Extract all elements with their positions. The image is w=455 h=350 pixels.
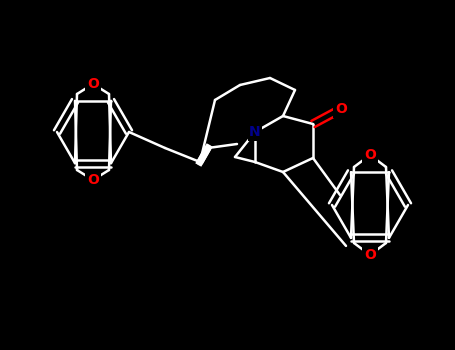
Text: O: O [364, 248, 376, 262]
Text: O: O [87, 173, 99, 187]
Text: O: O [364, 148, 376, 162]
Text: O: O [335, 102, 347, 116]
Text: O: O [87, 77, 99, 91]
Text: N: N [249, 125, 261, 139]
